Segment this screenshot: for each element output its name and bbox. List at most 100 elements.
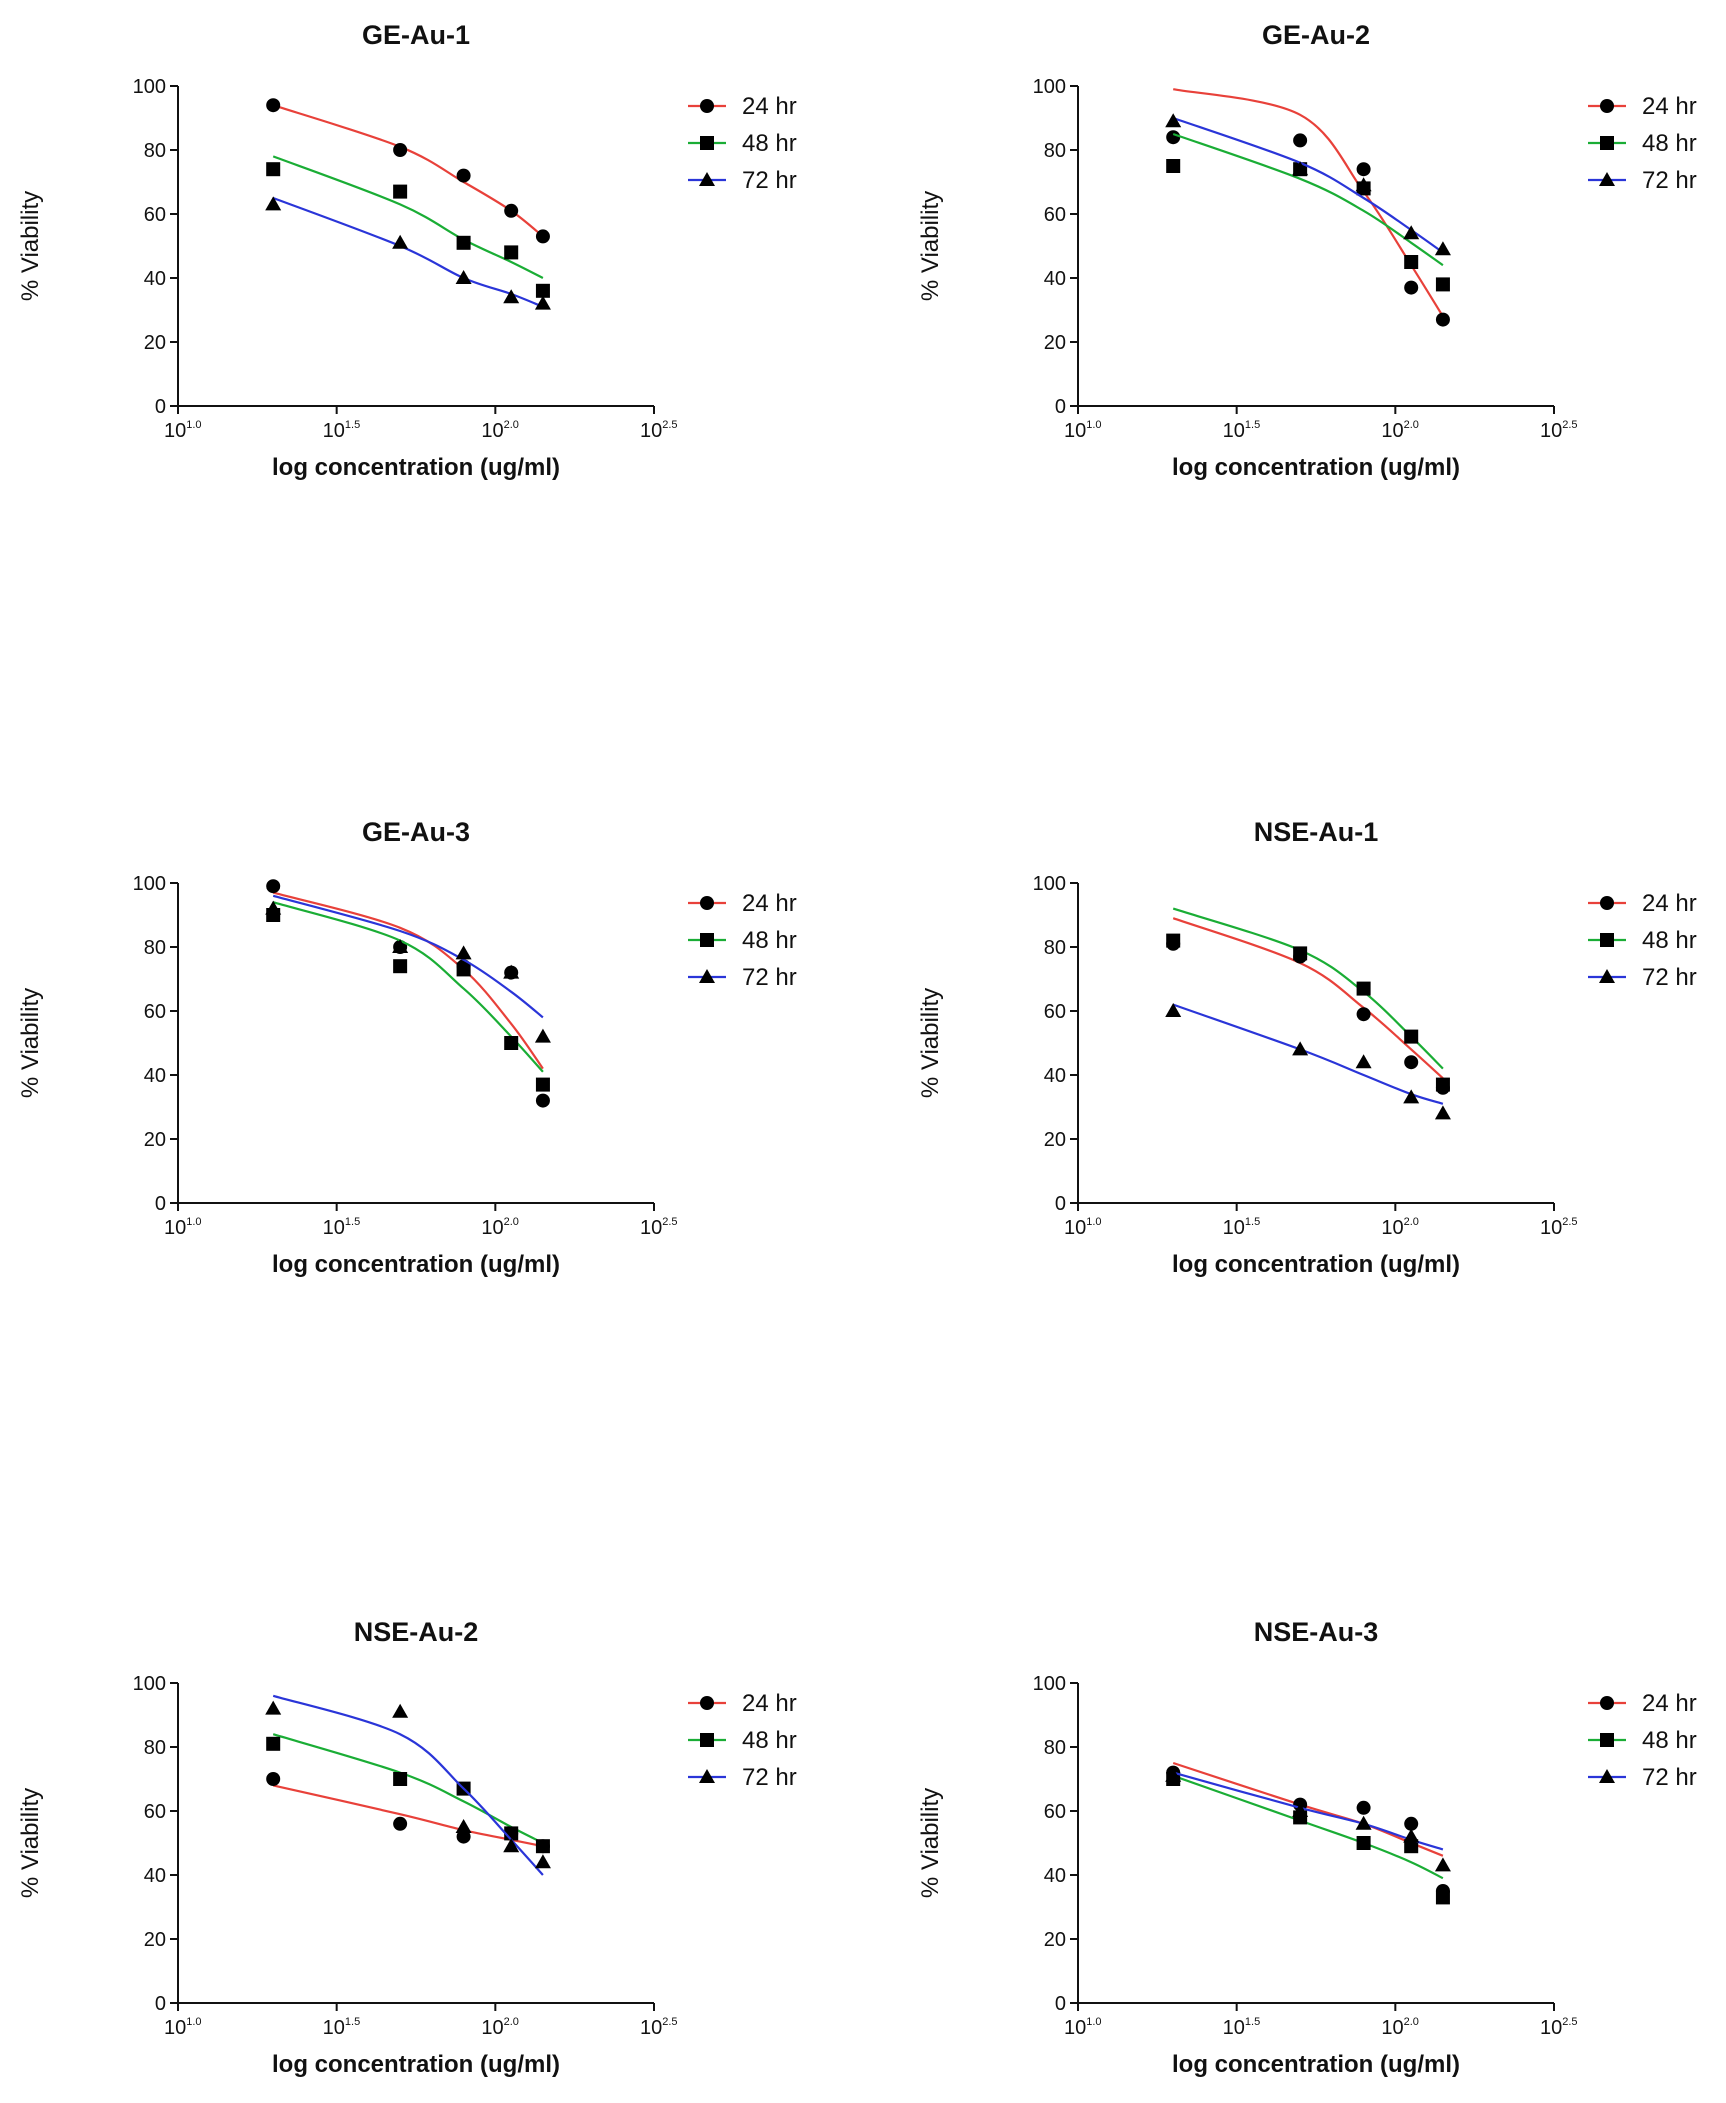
x-tick-label: 102.0 (1381, 419, 1419, 442)
data-point (1355, 1815, 1372, 1830)
legend-marker (1600, 1733, 1614, 1747)
legend-item: 72 hr (688, 167, 797, 194)
y-tick-label: 40 (1044, 268, 1066, 290)
data-point (503, 964, 520, 979)
data-point (504, 245, 519, 260)
legend-label: 72 hr (742, 167, 797, 194)
x-tick-label: 101.5 (1223, 1216, 1261, 1239)
data-point (1435, 312, 1450, 327)
fit-curve (272, 891, 544, 1070)
data-point (456, 1829, 471, 1844)
data-point (1356, 1800, 1371, 1815)
data-point (392, 1703, 409, 1718)
y-tick-label: 40 (144, 1865, 166, 1887)
data-point (534, 1028, 551, 1043)
data-point (1292, 161, 1309, 176)
data-point (1293, 946, 1308, 961)
x-tick-label: 102.0 (1381, 1216, 1419, 1239)
series-24hr (1166, 88, 1450, 327)
legend-marker (1599, 1769, 1615, 1783)
y-tick-label: 0 (1055, 396, 1066, 418)
y-tick-label: 100 (1033, 76, 1066, 98)
fit-curve (1172, 1003, 1444, 1105)
x-tick-label: 102.0 (481, 419, 519, 442)
legend-marker (1600, 1696, 1614, 1710)
fit-curve (1172, 1771, 1444, 1851)
x-tick-label: 101.0 (164, 1216, 202, 1239)
data-point (1166, 159, 1181, 173)
legend-marker (700, 1696, 714, 1710)
data-point (534, 1854, 551, 1869)
y-axis-label: % Viability (17, 191, 44, 301)
y-axis-label: % Viability (17, 1788, 44, 1898)
data-point (1434, 241, 1451, 256)
y-tick-label: 0 (1055, 1993, 1066, 2015)
chart-panel-ge-au-3: GE-Au-3 0 20 40 60 80 100 101.0 101.5 102.0 102.5 l… (17, 817, 797, 1278)
data-point (1403, 1089, 1420, 1104)
x-axis-label: log concentration (ug/ml) (272, 1251, 560, 1278)
y-tick-label: 0 (155, 396, 166, 418)
data-point (504, 1036, 519, 1050)
legend-item: 48 hr (688, 130, 797, 157)
legend-marker (700, 99, 714, 113)
x-tick-label: 101.0 (1064, 1216, 1102, 1239)
legend-item: 72 hr (1588, 964, 1697, 991)
data-point (455, 270, 472, 284)
legend-item: 24 hr (688, 93, 797, 120)
y-axis-label: % Viability (917, 191, 944, 301)
legend-label: 72 hr (1642, 167, 1697, 194)
series-72hr (1165, 113, 1451, 256)
y-tick-label: 80 (144, 1737, 166, 1759)
data-point (455, 945, 472, 960)
legend-marker (1599, 172, 1615, 186)
fit-curve (1172, 88, 1444, 317)
data-point (1355, 177, 1372, 192)
data-point (393, 1816, 408, 1831)
data-point (1165, 1003, 1182, 1017)
data-point (265, 900, 282, 915)
y-tick-label: 40 (144, 268, 166, 290)
data-point (534, 295, 551, 310)
data-point (393, 143, 408, 157)
data-point (1404, 1029, 1419, 1044)
x-tick-label: 102.5 (1540, 1216, 1578, 1239)
y-tick-label: 20 (1044, 332, 1066, 354)
x-tick-label: 102.0 (481, 1216, 519, 1239)
fit-curve (272, 104, 544, 238)
y-tick-label: 40 (1044, 1065, 1066, 1087)
legend-item: 72 hr (688, 1764, 797, 1791)
data-point (266, 1736, 281, 1751)
data-point (1434, 1105, 1451, 1120)
data-point (266, 162, 281, 177)
fit-curve (272, 196, 544, 308)
data-point (265, 1700, 282, 1715)
data-point (1292, 1803, 1309, 1817)
legend-label: 48 hr (1642, 1727, 1697, 1754)
fit-curve (272, 155, 544, 279)
y-tick-label: 20 (144, 1129, 166, 1151)
chart-panel-nse-au-1: NSE-Au-1 0 20 40 60 80 100 101.0 101.5 102.0 102.5… (917, 817, 1697, 1278)
legend-label: 48 hr (742, 130, 797, 157)
y-tick-label: 60 (1044, 204, 1066, 226)
legend-label: 48 hr (742, 927, 797, 954)
y-axis-label: % Viability (917, 988, 944, 1098)
data-point (456, 235, 471, 250)
data-point (1434, 1857, 1451, 1872)
chart-title: NSE-Au-1 (1254, 817, 1379, 847)
data-point (456, 962, 471, 977)
series-48hr (266, 901, 550, 1092)
legend-label: 72 hr (742, 1764, 797, 1791)
data-point (1404, 1816, 1419, 1831)
data-point (266, 879, 281, 894)
data-point (393, 184, 408, 199)
data-point (503, 289, 520, 304)
series-72hr (265, 196, 551, 310)
x-axis-label: log concentration (ug/ml) (1172, 454, 1460, 481)
data-point (1293, 133, 1308, 148)
y-tick-label: 20 (1044, 1929, 1066, 1951)
legend-item: 72 hr (688, 964, 797, 991)
y-tick-label: 80 (1044, 937, 1066, 959)
x-tick-label: 101.5 (1223, 2016, 1261, 2039)
y-tick-label: 20 (144, 332, 166, 354)
